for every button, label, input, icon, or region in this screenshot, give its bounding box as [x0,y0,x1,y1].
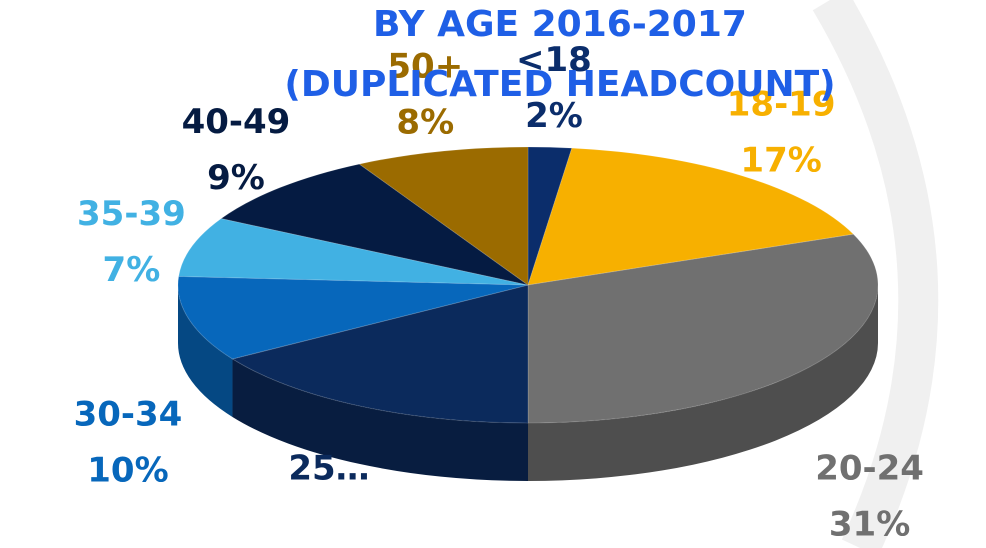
slice-side [528,285,878,481]
slice [177,275,529,360]
category-label: <18 [516,40,592,80]
slice [358,146,529,286]
category-label: 40-49 [182,102,291,142]
slice-side [178,285,233,417]
pie [177,146,879,481]
chart-title: BY AGE 2016-2017 [373,4,747,45]
value-label: 2% [525,96,583,136]
category-label: 30-34 [74,395,183,435]
value-label: 10% [87,451,168,491]
category-label: 25… [288,449,369,489]
background-arc [812,0,939,548]
slice [231,284,529,424]
slice [527,233,879,424]
slice [178,217,529,286]
category-label: 20-24 [815,449,924,489]
category-label: 18-19 [727,84,836,124]
chart-subtitle: (DUPLICATED HEADCOUNT) [284,64,835,105]
slice [527,146,573,286]
value-label: 8% [396,102,454,142]
slice [527,147,855,286]
value-label: 17% [740,140,821,180]
category-label: 35-39 [77,194,186,234]
value-label: 31% [829,505,910,545]
value-label: 7% [103,250,161,290]
value-label: 9% [207,158,265,198]
slice-side [232,358,528,481]
category-label: 50+ [387,46,463,86]
slice [220,163,529,286]
